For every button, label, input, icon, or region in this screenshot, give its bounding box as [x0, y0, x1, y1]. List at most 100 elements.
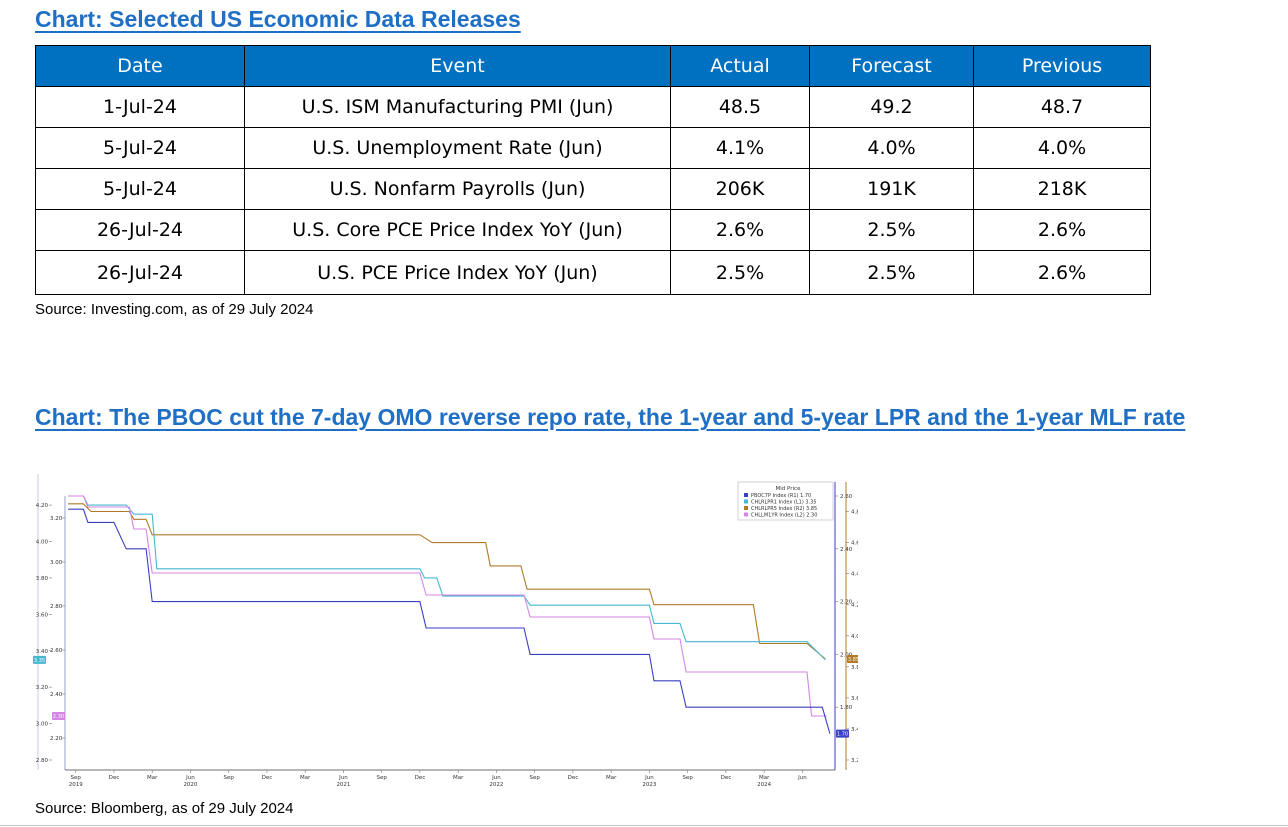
column-header-actual: Actual — [670, 45, 810, 87]
table-source-note: Source: Investing.com, as of 29 July 202… — [35, 301, 314, 318]
x-axis-year-label: 2023 — [642, 782, 656, 788]
x-axis-tick-label: Mar — [300, 775, 311, 781]
axis-r2-tick-label: 4.40 — [851, 572, 858, 578]
series-line-chlrlpr5 — [68, 503, 826, 660]
axis-l2-tick-label: 3.00 — [50, 560, 63, 566]
axis-l2-tick-label: 2.20 — [50, 736, 63, 742]
legend-swatch-chlrlpr1 — [744, 499, 748, 504]
legend-box — [737, 481, 834, 521]
column-header-event: Event — [244, 45, 671, 87]
table-row: 1-Jul-24 U.S. ISM Manufacturing PMI (Jun… — [35, 86, 1151, 128]
last-value-tag-chllm1yr — [52, 712, 65, 720]
table-header-row: Date Event Actual Forecast Previous — [35, 45, 1151, 87]
cell-event: U.S. Nonfarm Payrolls (Jun) — [244, 168, 671, 210]
series-line-chlrlpr1 — [68, 495, 826, 661]
axis-r1-tick-label: 2.60 — [840, 494, 853, 500]
legend-swatch-chllm1yr — [744, 512, 748, 517]
axis-r2-tick-label: 4.00 — [851, 634, 858, 640]
cell-date: 26-Jul-24 — [35, 250, 245, 295]
x-axis-tick-label: Sep — [376, 775, 387, 781]
axis-l1-tick-label: 4.00 — [36, 540, 49, 546]
axis-r2-tick-label: 3.60 — [851, 696, 858, 702]
cell-event: U.S. Core PCE Price Index YoY (Jun) — [244, 209, 671, 251]
axis-l1-tick-label: 3.00 — [36, 722, 49, 728]
axis-r2-tick-label: 3.80 — [851, 665, 858, 671]
x-axis-tick-label: Mar — [453, 775, 464, 781]
legend-swatch-pboc7p — [744, 493, 748, 497]
section2-title: Chart: The PBOC cut the 7-day OMO revers… — [35, 404, 1186, 430]
x-axis-tick-label: Dec — [568, 775, 579, 781]
page-bottom-rule — [0, 825, 1288, 826]
x-axis-tick-label: Sep — [529, 775, 540, 781]
economic-data-table: Date Event Actual Forecast Previous 1-Ju… — [35, 45, 1151, 295]
series-line-pboc7p — [68, 508, 831, 734]
chart-legend: Mid Price PBOC7P Index (R1) 1.70 CHLRLPR… — [737, 481, 834, 521]
x-axis-year-label: 2021 — [336, 782, 350, 788]
legend-swatch-chlrlpr5 — [744, 506, 748, 510]
axis-r1-tick-label: 1.80 — [840, 705, 853, 711]
column-header-date: Date — [35, 45, 245, 87]
x-axis-tick-label: Jun — [491, 775, 501, 781]
cell-actual: 2.6% — [670, 209, 810, 251]
x-axis-tick-label: Sep — [224, 775, 235, 781]
last-value-tag-chlrlpr1 — [33, 655, 46, 664]
x-axis-tick-label: Sep — [682, 775, 693, 781]
cell-actual: 48.5 — [670, 86, 810, 128]
axis-r2-tick-label: 3.40 — [851, 727, 858, 733]
cell-previous: 4.0% — [973, 127, 1151, 169]
table-row: 5-Jul-24 U.S. Unemployment Rate (Jun) 4.… — [35, 127, 1151, 169]
axis-l1-tick-label: 3.60 — [36, 612, 49, 618]
x-axis-tick-label: Dec — [721, 775, 732, 781]
last-value-label-chlrlpr1: 3.35 — [34, 658, 45, 664]
x-axis-tick-label: Jun — [644, 775, 654, 781]
series-layer: 3.85 3.35 2.30 1.70 — [33, 495, 858, 738]
cell-actual: 4.1% — [670, 127, 810, 169]
x-axis-year-label: 2024 — [757, 782, 771, 788]
pboc-rates-chart: 4.20 4.00 3.80 3.60 3.40 3.20 3.00 2.80 3.20 3.00… — [28, 470, 858, 795]
x-axis-year-label: 2022 — [489, 782, 503, 788]
cell-previous: 2.6% — [973, 209, 1151, 251]
axis-l1-tick-label: 3.80 — [36, 576, 49, 582]
cell-previous: 218K — [973, 168, 1151, 210]
chart-background — [28, 470, 858, 795]
legend-entry-chlrlpr1: CHLRLPR1 Index (L1) 3.35 — [751, 500, 817, 506]
axis-l1-tick-label: 3.40 — [36, 649, 49, 655]
axis-r1-tick-label: 2.00 — [840, 652, 853, 658]
legend-title: Mid Price — [776, 486, 802, 492]
cell-date: 5-Jul-24 — [35, 168, 245, 210]
chart-source-note: Source: Bloomberg, as of 29 July 2024 — [35, 800, 294, 817]
cell-forecast: 4.0% — [809, 127, 974, 169]
legend-entry-chllm1yr: CHLLM1YR Index (L2) 2.30 — [751, 513, 817, 519]
series-line-chllm1yr — [68, 495, 827, 717]
cell-actual: 2.5% — [670, 250, 810, 295]
x-axis-tick-label: Jun — [185, 775, 195, 781]
cell-event: U.S. PCE Price Index YoY (Jun) — [244, 250, 671, 295]
legend-entry-pboc7p: PBOC7P Index (R1) 1.70 — [751, 493, 811, 499]
x-axis-tick-label: Dec — [109, 775, 120, 781]
cell-forecast: 2.5% — [809, 209, 974, 251]
axis-l2-tick-label: 2.40 — [50, 692, 63, 698]
axis-r1-tick-label: 2.20 — [840, 600, 853, 606]
axis-l1-tick-label: 4.20 — [36, 503, 49, 509]
axis-layer: 4.20 4.00 3.80 3.60 3.40 3.20 3.00 2.80 3.20 3.00… — [36, 494, 858, 788]
axis-r2-tick-label: 4.60 — [851, 541, 858, 547]
axis-r2-tick-label: 4.20 — [851, 603, 858, 609]
axis-l2-tick-label: 3.20 — [50, 516, 63, 522]
cell-forecast: 2.5% — [809, 250, 974, 295]
cell-event: U.S. Unemployment Rate (Jun) — [244, 127, 671, 169]
legend-entry-chlrlpr5: CHLRLPR5 Index (R2) 3.85 — [751, 506, 817, 512]
table-row: 26-Jul-24 U.S. Core PCE Price Index YoY … — [35, 209, 1151, 251]
x-axis-year-label: 2020 — [183, 782, 197, 788]
axis-r2-tick-label: 4.80 — [851, 510, 858, 516]
axis-l1-tick-label: 3.20 — [36, 685, 49, 691]
section1-title: Chart: Selected US Economic Data Release… — [35, 6, 521, 32]
table-row: 5-Jul-24 U.S. Nonfarm Payrolls (Jun) 206… — [35, 168, 1151, 210]
cell-event: U.S. ISM Manufacturing PMI (Jun) — [244, 86, 671, 128]
x-axis-tick-label: Jun — [338, 775, 348, 781]
axis-l2-tick-label: 2.80 — [50, 604, 63, 610]
cell-date: 1-Jul-24 — [35, 86, 245, 128]
axis-l1-tick-label: 2.80 — [36, 758, 49, 764]
x-axis-tick-label: Dec — [415, 775, 426, 781]
axis-r2-tick-label: 3.20 — [851, 758, 858, 764]
last-value-tag-chlrlpr5 — [847, 655, 858, 664]
